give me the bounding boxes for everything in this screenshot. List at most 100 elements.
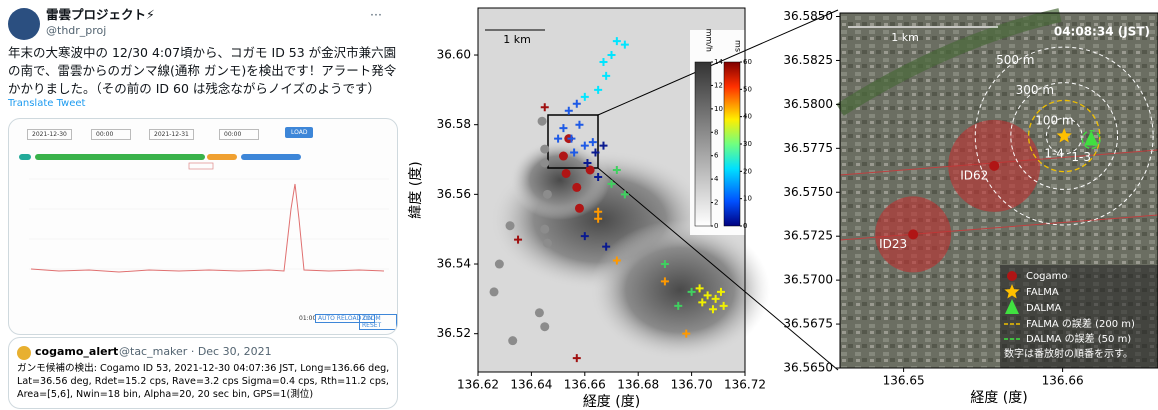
time-to: 00:00 (219, 129, 259, 140)
legend-box (188, 162, 214, 170)
cross-marker (703, 291, 712, 300)
grid (29, 178, 389, 270)
zoom-reset[interactable]: ZOOM RESET (359, 314, 397, 330)
y-tick-label: 36.5750 (783, 185, 833, 199)
quote-tweet[interactable]: cogamo_alert @tac_maker · Dec 30, 2021 ガ… (8, 337, 398, 409)
cross-marker (716, 287, 725, 296)
cross-marker (594, 214, 603, 223)
point-label: ID62 (960, 168, 988, 182)
cross-marker (620, 190, 629, 199)
colorbar (723, 61, 741, 227)
more-button[interactable]: ··· (370, 7, 382, 22)
scale-label: 1 km (503, 33, 531, 46)
cross-marker (719, 301, 728, 310)
y-tick-label: 36.5700 (783, 273, 833, 287)
x-tick-label: 136.66 (564, 378, 606, 392)
load-button[interactable]: LOAD (285, 127, 314, 138)
y-tick-label: 36.5775 (783, 141, 833, 155)
colorbar-tick-label: 4 (714, 175, 719, 183)
point-label: ID23 (879, 237, 907, 251)
thumbnail-chart (19, 154, 389, 273)
cross-marker (580, 92, 589, 101)
scale-label: 1 km (891, 31, 919, 44)
x-axis-label: 経度 (度) (583, 394, 640, 410)
cross-marker (554, 134, 563, 143)
thumbnail-line (30, 183, 385, 273)
thumb-time: 01:00 (299, 315, 317, 322)
y-tick-label: 36.56 (437, 187, 471, 201)
cross-marker (594, 85, 603, 94)
y-tick-label: 36.5850 (783, 9, 833, 23)
cross-marker (682, 329, 691, 338)
quote-name: cogamo_alert (35, 345, 119, 358)
cross-marker (602, 242, 611, 251)
y-tick-label: 36.5825 (783, 53, 833, 67)
colorbar-label: ms (734, 40, 743, 52)
cross-marker (559, 124, 568, 133)
time-from: 00:00 (91, 129, 131, 140)
cross-marker (580, 141, 589, 150)
point (534, 308, 544, 318)
cross-marker (588, 138, 597, 147)
cross-marker (695, 284, 704, 293)
point (574, 203, 584, 213)
cross-marker (594, 172, 603, 181)
colorbar-tick-label: 8 (714, 128, 718, 136)
cross-marker (607, 179, 616, 188)
point (561, 168, 571, 178)
cross-marker (612, 37, 621, 46)
point (558, 151, 568, 161)
colorbar-tick-label: 6 (714, 152, 719, 160)
date-to: 2021-12-31 (149, 129, 194, 140)
y-tick-label: 36.5725 (783, 229, 833, 243)
tweet-text: 年末の大寒波中の 12/30 4:07頃から、コガモ ID 53 が金沢市兼六園… (8, 45, 397, 96)
point (585, 165, 595, 175)
colorbar-tick-label: 2 (714, 199, 718, 207)
cross-marker (540, 103, 549, 112)
point-label: 1-3 (1071, 150, 1091, 164)
plot-frame (477, 7, 746, 373)
colorbar-tick-label: 0 (714, 222, 718, 230)
avatar[interactable] (8, 8, 40, 40)
point (540, 158, 550, 168)
colorbar-tick-label: 40 (743, 113, 752, 121)
y-tick-label: 36.58 (437, 117, 471, 131)
colorbar-tick-label: 10 (743, 195, 752, 203)
cross-marker (599, 57, 608, 66)
triangle-marker (1084, 130, 1099, 146)
point-label: 1-4 (1044, 147, 1064, 161)
point (489, 287, 499, 297)
cross-marker (599, 141, 608, 150)
user-handle[interactable]: @thdr_proj (46, 24, 107, 37)
cross-marker (580, 232, 589, 241)
point (505, 221, 515, 231)
ring-label: 500 m (996, 53, 1034, 67)
auto-reload[interactable]: AUTO RELOAD ON (315, 314, 376, 323)
x-tick-label: 136.70 (671, 378, 713, 392)
colorbar-tick-label: 30 (743, 140, 752, 148)
legend-label: Cogamo (1026, 271, 1067, 282)
translate-link[interactable]: Translate Tweet (8, 98, 86, 109)
quote-text: ガンモ候補の検出: Cogamo ID 53, 2021-12-30 04:07… (17, 363, 390, 400)
y-tick-label: 36.54 (437, 257, 471, 271)
y-tick-label: 36.60 (437, 48, 471, 62)
distance-ring (1045, 117, 1083, 155)
chip-row (19, 154, 301, 160)
legend-swatch (1007, 271, 1017, 281)
legend-label: FALMA (1026, 287, 1059, 298)
cross-marker (620, 40, 629, 49)
cross-marker (687, 287, 696, 296)
point (540, 224, 550, 234)
point (542, 238, 552, 248)
cross-marker (575, 120, 584, 129)
user-name[interactable]: 雷雲プロジェクト⚡ (46, 7, 155, 22)
tweet-image[interactable]: 2021-12-30 00:00 2021-12-31 00:00 LOAD 0… (8, 118, 398, 335)
legend-swatch (1004, 284, 1020, 299)
star-marker (1056, 128, 1072, 143)
x-tick-label: 136.64 (510, 378, 552, 392)
cogamo-marker (908, 229, 919, 240)
point (540, 322, 550, 332)
point (572, 182, 582, 192)
legend-label: DALMA (1026, 303, 1062, 314)
x-tick-label: 136.65 (883, 374, 925, 388)
